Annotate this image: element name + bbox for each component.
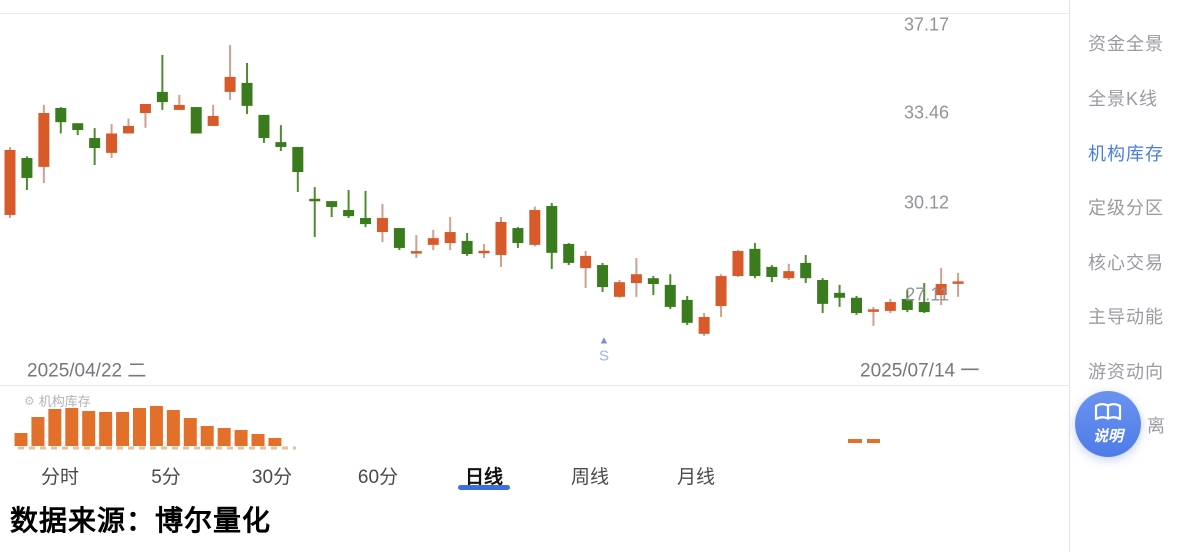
- active-tab-underline: [458, 485, 510, 490]
- panel-bottom-divider: [0, 385, 1069, 386]
- help-button-label: 说明: [1092, 428, 1123, 445]
- end-date-label: 2025/07/14 一: [860, 360, 980, 382]
- sidebar-item-核心交易[interactable]: 核心交易: [1088, 253, 1164, 273]
- candlestick-panel: 37.17 33.46 30.12 27.11 2025/04/22 二 2025/0…: [0, 0, 1069, 386]
- tab-分时[interactable]: 分时: [40, 467, 80, 488]
- sidebar-item-离[interactable]: 离: [1147, 416, 1166, 436]
- book-icon: [1094, 403, 1122, 421]
- tab-日线[interactable]: 日线: [464, 467, 504, 488]
- sidebar-item-主导动能[interactable]: 主导动能: [1088, 307, 1164, 327]
- signal-triangle-icon: ▲: [598, 334, 610, 347]
- panel-top-divider: [0, 13, 1069, 14]
- sidebar: 资金全景全景K线机构库存定级分区核心交易主导动能游资动向离: [1069, 0, 1182, 552]
- sidebar-item-资金全景[interactable]: 资金全景: [1088, 34, 1164, 54]
- sidebar-item-游资动向[interactable]: 游资动向: [1088, 362, 1164, 382]
- sidebar-item-定级分区[interactable]: 定级分区: [1088, 198, 1164, 218]
- tab-月线[interactable]: 月线: [676, 467, 716, 488]
- help-button[interactable]: 说明: [1075, 391, 1141, 457]
- candlestick-chart[interactable]: [0, 0, 1069, 385]
- tab-60分[interactable]: 60分: [357, 467, 399, 488]
- histogram-legend: ⚙ 机构库存: [24, 391, 91, 410]
- price-tick-label: 30.12: [903, 192, 949, 213]
- institution-histogram: [14, 406, 880, 450]
- sidebar-item-全景K线[interactable]: 全景K线: [1088, 89, 1159, 109]
- sidebar-item-机构库存[interactable]: 机构库存: [1088, 144, 1164, 164]
- signal-s-marker: S: [598, 347, 610, 365]
- histogram-legend-label: 机构库存: [38, 394, 91, 409]
- institution-histogram-panel: ⚙ 机构库存: [0, 385, 1069, 455]
- period-tab-bar: 分时 5分 30分 60分 日线 周线 月线: [0, 455, 1069, 497]
- price-tick-label: 33.46: [903, 102, 949, 123]
- price-tick-label: 37.17: [903, 14, 949, 35]
- start-date-label: 2025/04/22 二: [27, 360, 147, 382]
- tab-5分[interactable]: 5分: [151, 467, 181, 488]
- gear-icon: ⚙: [24, 393, 35, 408]
- tab-周线[interactable]: 周线: [570, 467, 610, 488]
- data-source-caption: 数据来源：博尔量化: [10, 505, 272, 536]
- tab-30分[interactable]: 30分: [251, 467, 293, 488]
- price-tick-label: 27.11: [905, 284, 949, 305]
